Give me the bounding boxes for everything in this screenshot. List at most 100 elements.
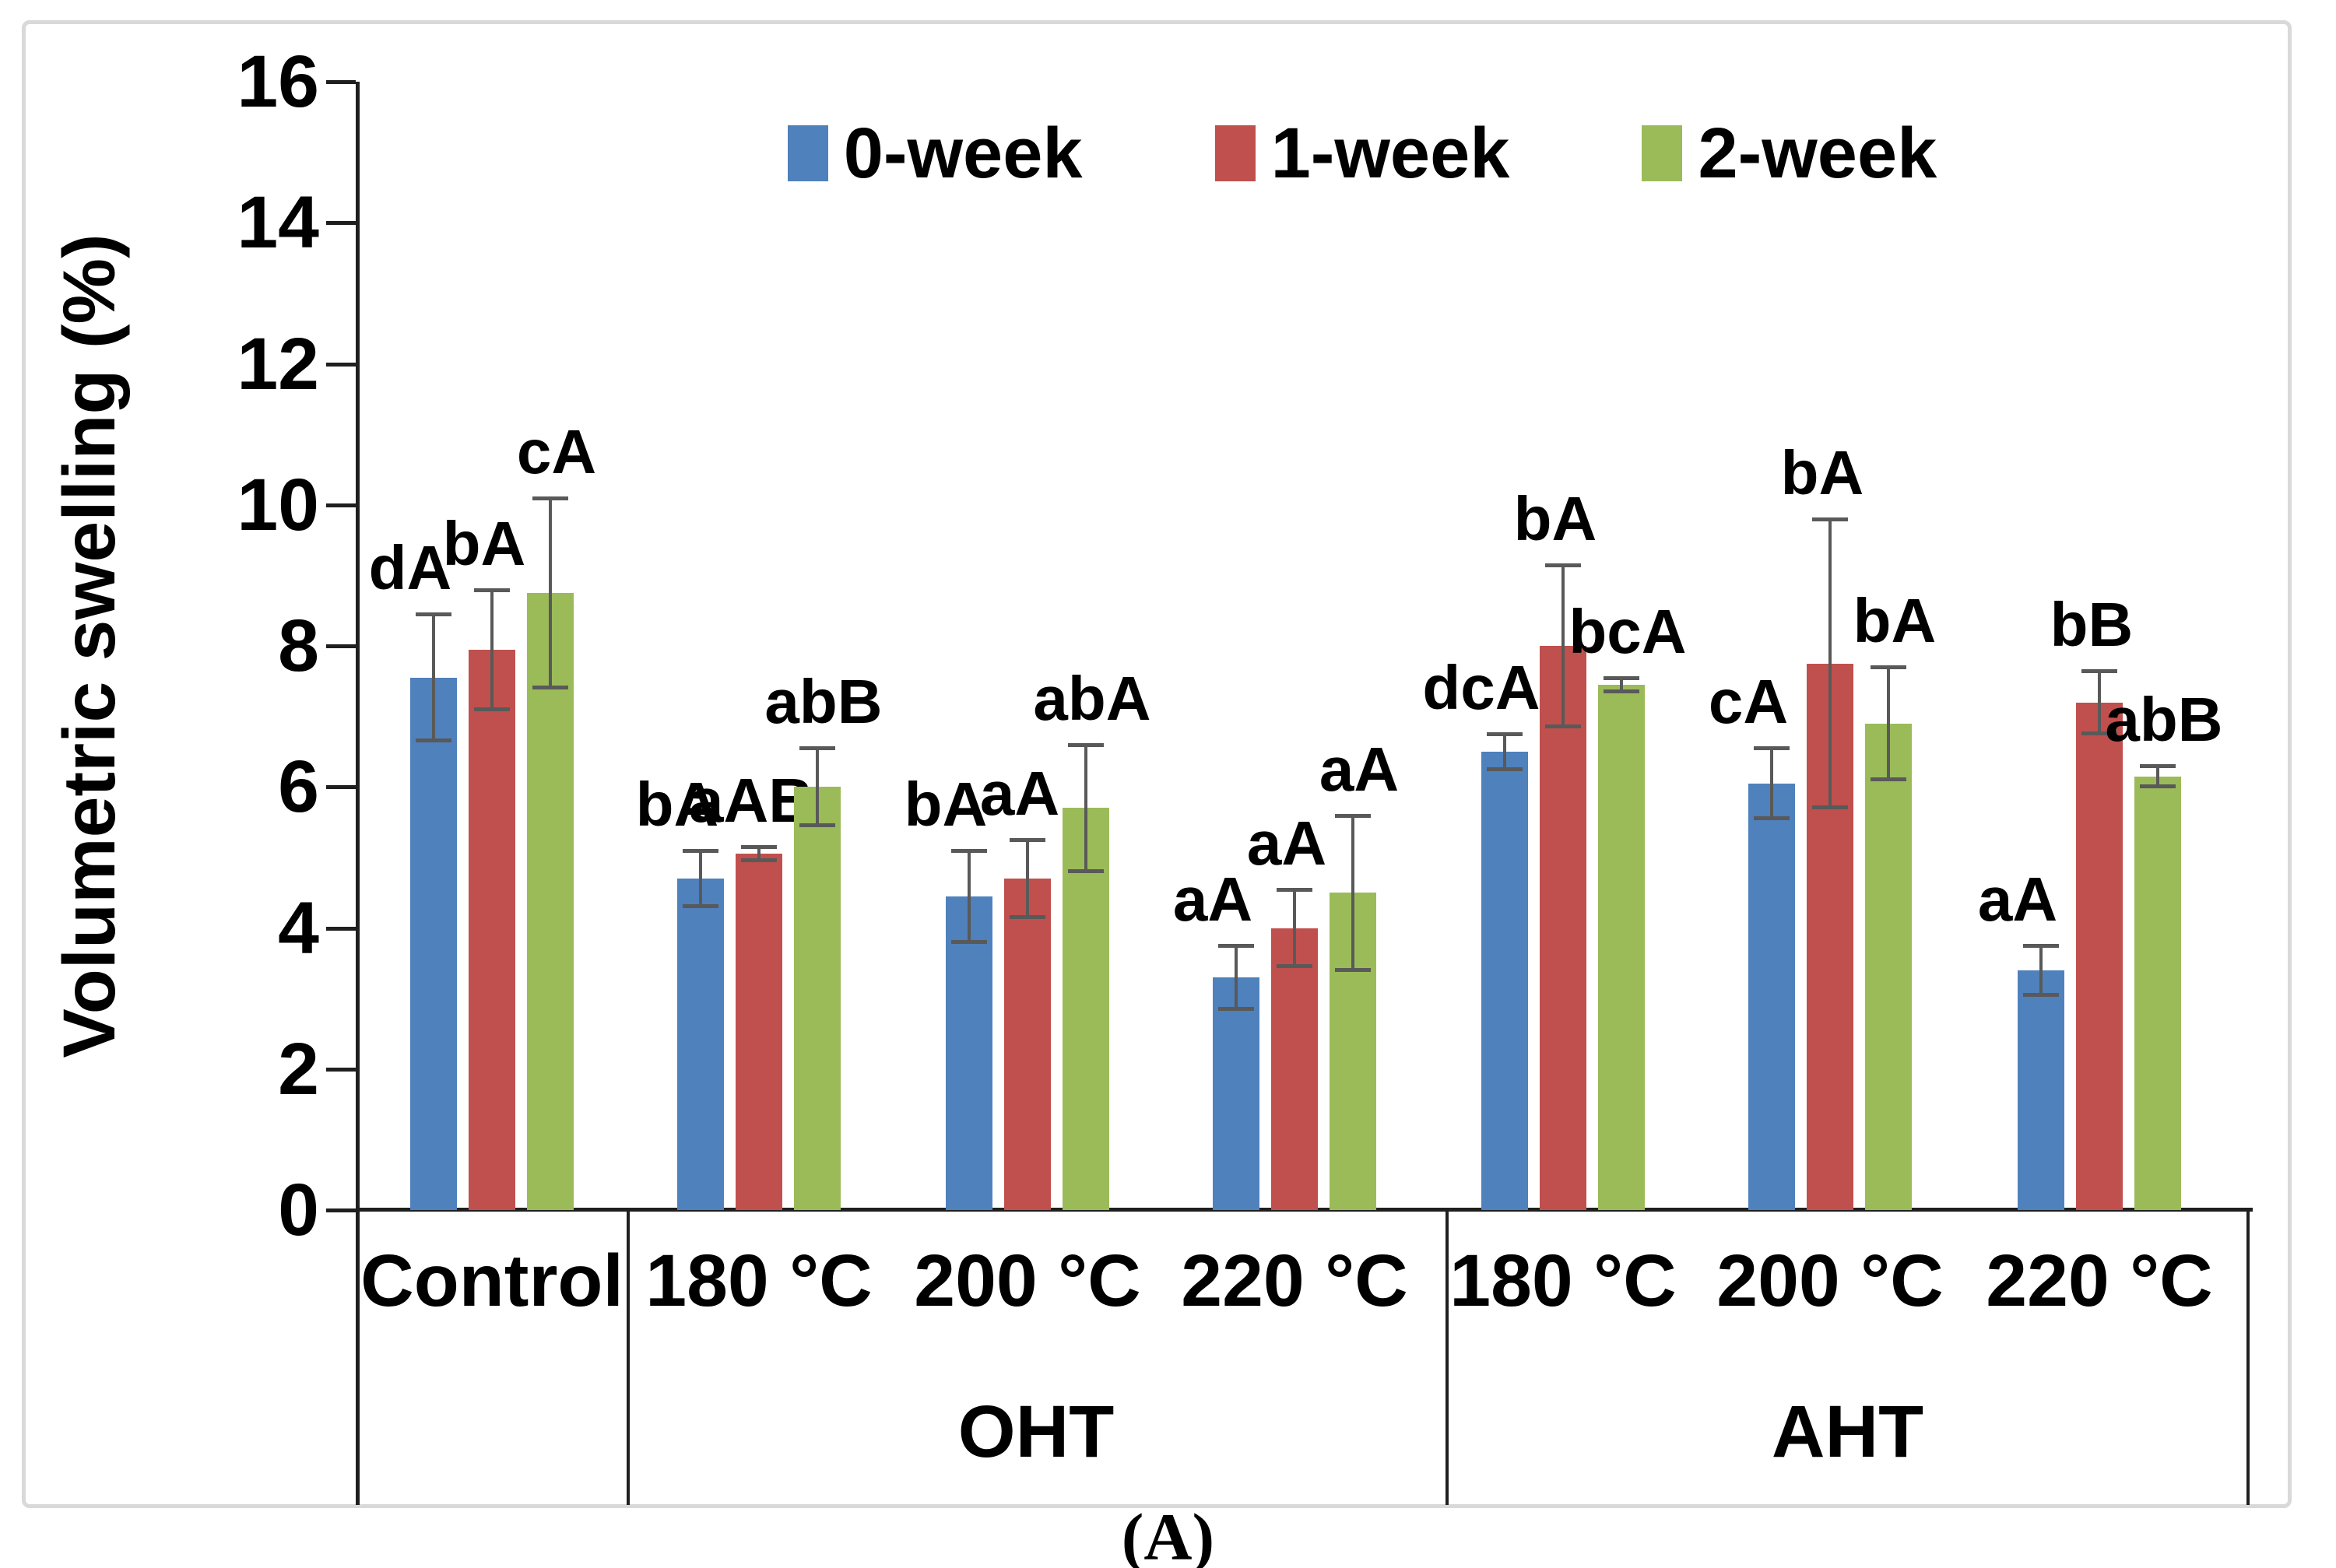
error-bar-cap-top <box>1604 675 1639 680</box>
bar-2-week-200 °C <box>1063 808 1109 1210</box>
y-tick-label: 4 <box>278 886 319 970</box>
y-tick-mark <box>326 221 356 226</box>
bar-0-week-180 °C <box>677 879 724 1210</box>
y-tick-mark <box>326 1067 356 1072</box>
error-bar-cap-bottom <box>2081 731 2117 736</box>
error-bar-line <box>1351 815 1354 970</box>
significance-label: abB <box>2105 685 2223 755</box>
significance-label: aAB <box>688 766 814 836</box>
error-bar-line <box>1293 889 1296 967</box>
error-bar-cap-bottom <box>1277 964 1312 969</box>
bar-1-week-220 °C <box>2076 702 2123 1210</box>
section-label-AHT: AHT <box>1771 1391 1924 1473</box>
significance-label: bcA <box>1568 596 1687 666</box>
y-axis-title: Volumetric swelling (%) <box>48 233 131 1058</box>
significance-label: abB <box>764 667 883 737</box>
y-tick-label: 0 <box>278 1169 319 1251</box>
error-bar-line <box>1620 677 1623 692</box>
error-bar-cap-bottom <box>1812 805 1848 810</box>
chart-outer-border <box>22 20 2292 1508</box>
y-tick-mark <box>326 1208 356 1212</box>
error-bar-cap-bottom <box>741 858 777 863</box>
error-bar-line <box>2156 766 2159 788</box>
error-bar-cap-top <box>474 588 510 592</box>
significance-label: bA <box>635 769 719 839</box>
error-bar-cap-top <box>1545 563 1581 567</box>
error-bar-cap-top <box>1487 732 1523 737</box>
y-tick-mark <box>326 926 356 931</box>
error-bar-cap-top <box>1277 887 1312 892</box>
significance-label: bA <box>1780 437 1864 507</box>
significance-label: bA <box>904 769 988 839</box>
error-bar-cap-top <box>2140 764 2176 769</box>
table-divider <box>2246 1210 2250 1505</box>
error-bar-line <box>2039 945 2043 995</box>
error-bar-cap-bottom <box>1487 766 1523 771</box>
category-label-180 °C: 180 °C <box>645 1240 873 1322</box>
error-bar-line <box>490 589 494 710</box>
bar-0-week-Control <box>410 677 457 1210</box>
y-tick-label: 10 <box>237 463 319 546</box>
error-bar-cap-bottom <box>1335 967 1371 972</box>
legend-item-2-week: 2-week <box>1642 114 1937 193</box>
bar-1-week-200 °C <box>1004 879 1051 1210</box>
error-bar-line <box>816 748 819 826</box>
category-label-200 °C: 200 °C <box>914 1240 1141 1322</box>
significance-label: aA <box>979 759 1060 829</box>
y-tick-mark <box>326 503 356 507</box>
legend-label-2-week: 2-week <box>1698 114 1937 193</box>
category-label-200 °C: 200 °C <box>1716 1240 1944 1322</box>
y-tick-mark <box>326 80 356 84</box>
legend-item-0-week: 0-week <box>787 114 1083 193</box>
legend-swatch-1-week-icon <box>1214 125 1256 181</box>
error-bar-cap-bottom <box>532 686 568 690</box>
error-bar-cap-top <box>416 612 451 617</box>
category-label-220 °C: 220 °C <box>1181 1240 1408 1322</box>
significance-label: dcA <box>1422 653 1540 723</box>
legend-swatch-2-week-icon <box>1642 125 1683 181</box>
y-tick-label: 14 <box>237 181 319 265</box>
error-bar-line <box>1887 667 1890 780</box>
category-label-180 °C: 180 °C <box>1449 1240 1677 1322</box>
bar-0-week-220 °C <box>2018 970 2064 1210</box>
significance-label: bB <box>2050 589 2134 659</box>
error-bar-cap-bottom <box>2140 784 2176 789</box>
error-bar-cap-top <box>2023 944 2059 949</box>
significance-label: dA <box>368 533 452 603</box>
table-divider <box>627 1210 630 1505</box>
significance-label: cA <box>1708 667 1789 737</box>
y-tick-label: 6 <box>278 745 319 829</box>
error-bar-cap-top <box>741 845 777 850</box>
error-bar-cap-bottom <box>951 939 987 944</box>
error-bar-cap-top <box>683 848 718 853</box>
error-bar-cap-bottom <box>1068 869 1104 873</box>
y-tick-label: 16 <box>237 40 319 123</box>
error-bar-line <box>1235 945 1238 1009</box>
significance-label: aA <box>1172 865 1253 935</box>
bar-2-week-180 °C <box>1598 684 1645 1210</box>
error-bar-line <box>1503 734 1506 770</box>
bar-0-week-200 °C <box>1748 783 1795 1210</box>
error-bar-cap-top <box>1068 742 1104 747</box>
error-bar-cap-bottom <box>683 904 718 909</box>
significance-label: aA <box>1977 865 2058 935</box>
y-tick-label: 8 <box>278 605 319 687</box>
significance-label: aA <box>1319 734 1400 804</box>
legend-label-0-week: 0-week <box>843 114 1083 193</box>
category-label-Control: Control <box>360 1240 624 1322</box>
bar-1-week-180 °C <box>1540 646 1586 1210</box>
error-bar-line <box>1084 744 1087 872</box>
error-bar-cap-top <box>532 496 568 500</box>
error-bar-line <box>1828 518 1832 809</box>
significance-label: aA <box>1246 808 1327 878</box>
error-bar-cap-top <box>799 746 835 751</box>
y-axis-line <box>356 82 360 1505</box>
legend: 0-week 1-week 2-week <box>358 114 2250 193</box>
error-bar-cap-bottom <box>799 823 835 828</box>
significance-label: abA <box>1033 663 1151 733</box>
section-label-OHT: OHT <box>957 1391 1115 1473</box>
error-bar-cap-top <box>1812 517 1848 521</box>
bar-0-week-200 °C <box>946 896 992 1210</box>
legend-label-1-week: 1-week <box>1270 114 1510 193</box>
